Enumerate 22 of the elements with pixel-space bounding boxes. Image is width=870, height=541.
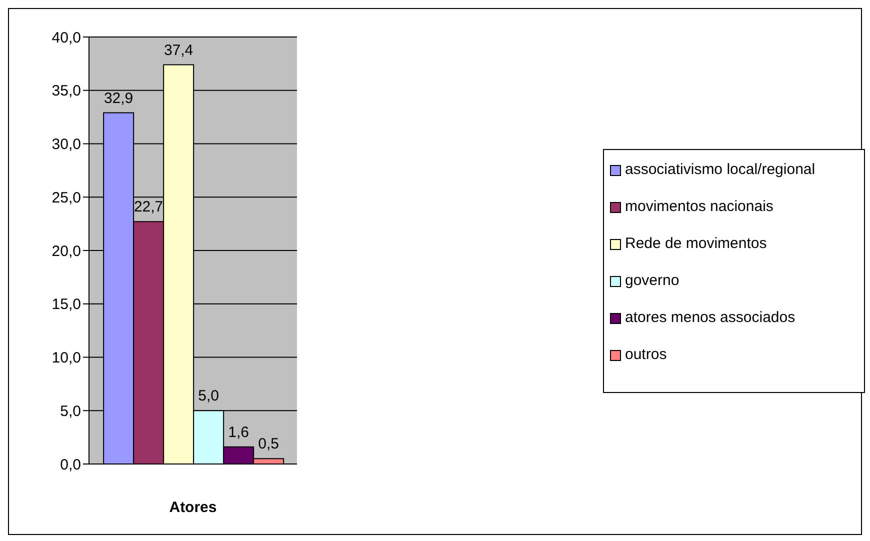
y-tick-label: 20,0 bbox=[52, 242, 81, 260]
y-tick-label: 0,0 bbox=[60, 456, 81, 474]
y-tick-label: 25,0 bbox=[52, 189, 81, 206]
y-tick-label: 40,0 bbox=[52, 29, 81, 46]
data-label: 1,6 bbox=[228, 424, 249, 441]
legend-label: governo bbox=[625, 270, 680, 290]
x-axis-title: Atores bbox=[169, 499, 217, 516]
legend-label: atores menos associados bbox=[625, 308, 796, 328]
y-tick-label: 30,0 bbox=[52, 136, 81, 154]
legend-label: associativismo local/regional bbox=[625, 160, 816, 180]
legend-label: movimentos nacionais bbox=[625, 196, 774, 216]
y-tick-label: 15,0 bbox=[52, 296, 81, 314]
data-label: 37,4 bbox=[164, 42, 194, 59]
data-label: 22,7 bbox=[134, 198, 164, 216]
legend-label: outros bbox=[625, 344, 668, 364]
y-tick-label: 5,0 bbox=[60, 402, 81, 420]
data-label: 0,5 bbox=[258, 436, 279, 453]
data-label: 32,9 bbox=[104, 90, 134, 107]
legend-label: Rede de movimentos bbox=[625, 234, 768, 254]
data-label: 5,0 bbox=[198, 388, 219, 405]
y-tick-label: 35,0 bbox=[52, 82, 81, 100]
y-tick-label: 10,0 bbox=[52, 350, 81, 367]
